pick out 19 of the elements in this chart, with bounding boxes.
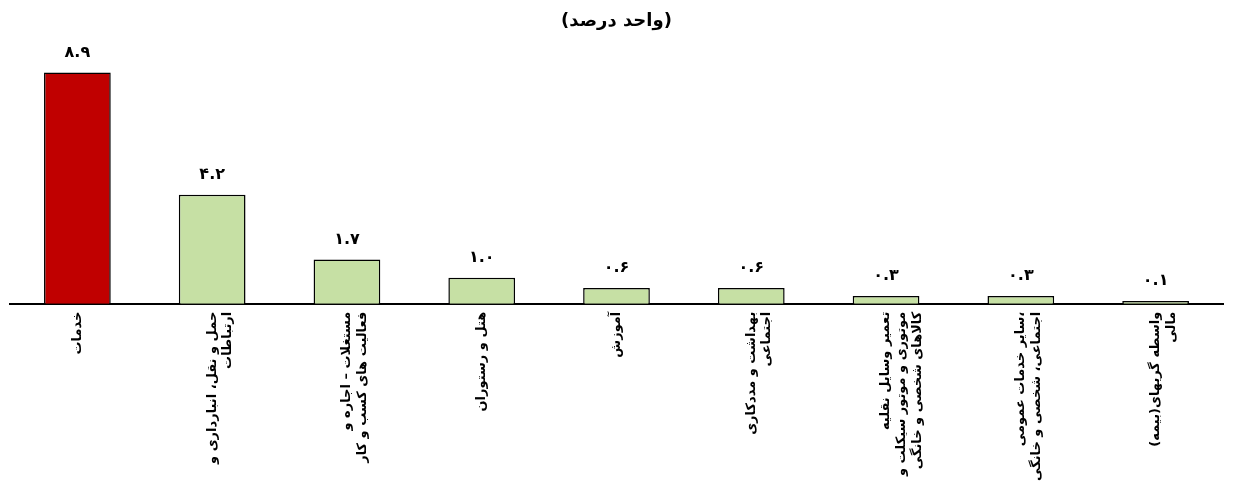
x-tick-label: سایر خدمات عمومی، اجتماعی، شخصی و خانگی: [1012, 311, 1043, 482]
data-label: ۰.۳: [1008, 265, 1034, 285]
x-tick-label: تعمیر وسایل نقلیه موتوری و موتور سیکلت و کالاهای شخصی و خانگی: [877, 311, 924, 478]
data-label: ۰.۶: [738, 257, 765, 277]
x-tick-label: بهداشت و مددکاری اجتماعی: [742, 311, 774, 435]
chart-title: (واحد درصد): [560, 8, 673, 33]
x-tick-label: هتل و رستوران: [473, 311, 489, 412]
x-tick-label: حمل و نقل، انبارداری و ارتباطات: [203, 311, 235, 465]
data-label: ۰.۶: [603, 257, 630, 277]
data-label: ۰.۳: [873, 265, 900, 285]
x-tick-label: آموزش: [606, 311, 623, 358]
x-tick-label: مستغلات – اجاره و فعالیت های کسب و کار: [338, 311, 369, 464]
x-tick-label: خدمات: [68, 311, 84, 355]
x-tick-label: (بیمه)واسطه گریهای مالی: [1146, 311, 1178, 447]
data-label: ۰.۱: [1142, 270, 1169, 290]
data-label: ۱.۰: [468, 246, 495, 266]
data-label: ۸.۹: [64, 41, 91, 61]
data-label: ۴.۲: [199, 163, 226, 183]
data-label: ۱.۷: [334, 228, 360, 248]
